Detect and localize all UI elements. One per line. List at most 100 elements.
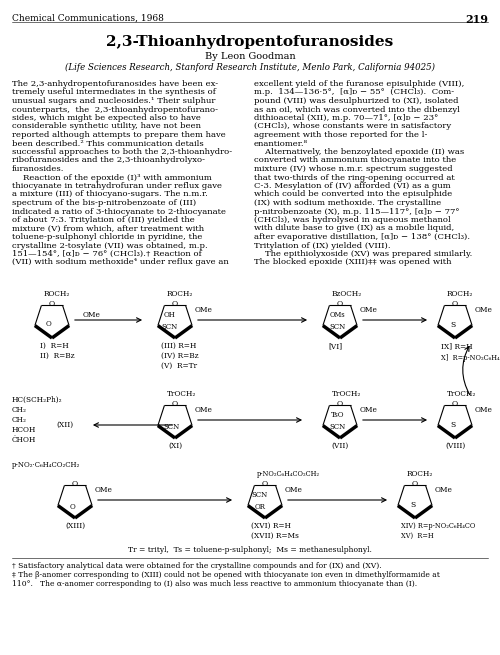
Text: CH₂: CH₂ <box>12 406 27 414</box>
Text: The 2,3-anhydropentofuranosides have been ex-: The 2,3-anhydropentofuranosides have bee… <box>12 80 218 88</box>
Text: O: O <box>337 300 343 308</box>
Text: converted with ammonium thiocyanate into the: converted with ammonium thiocyanate into… <box>254 157 456 164</box>
Text: tremely useful intermediates in the synthesis of: tremely useful intermediates in the synt… <box>12 88 216 96</box>
Text: of about 7:3. Tritylation of (III) yielded the: of about 7:3. Tritylation of (III) yield… <box>12 216 195 224</box>
Text: m.p.  134—136·5°,  [α]ᴅ − 55°  (CHCl₃).  Com-: m.p. 134—136·5°, [α]ᴅ − 55° (CHCl₃). Com… <box>254 88 454 96</box>
Text: O: O <box>172 300 178 308</box>
Text: with dilute base to give (IX) as a mobile liquid,: with dilute base to give (IX) as a mobil… <box>254 225 454 233</box>
Text: XV)  R=H: XV) R=H <box>401 532 434 540</box>
Text: O: O <box>412 480 418 488</box>
Text: OMe: OMe <box>95 486 113 494</box>
Text: OMs: OMs <box>329 311 345 319</box>
Text: The epithiolyxoside (XV) was prepared similarly.: The epithiolyxoside (XV) was prepared si… <box>254 250 472 258</box>
Text: 110°.   The α-anomer corresponding to (I) also was much less reactive to ammoniu: 110°. The α-anomer corresponding to (I) … <box>12 580 417 588</box>
Text: Chemical Communications, 1968: Chemical Communications, 1968 <box>12 14 164 23</box>
Text: Tritylation of (IX) yielded (VIII).: Tritylation of (IX) yielded (VIII). <box>254 242 390 250</box>
Text: (XVI) R=H: (XVI) R=H <box>251 522 291 530</box>
Text: as an oil, which was converted into the dibenzyl: as an oil, which was converted into the … <box>254 105 460 113</box>
Text: S: S <box>450 321 456 329</box>
Text: ROCH₂: ROCH₂ <box>447 290 473 298</box>
Text: unusual sugars and nucleosides.¹ Their sulphur: unusual sugars and nucleosides.¹ Their s… <box>12 97 216 105</box>
Text: OMe: OMe <box>360 306 378 314</box>
Text: OMe: OMe <box>435 486 453 494</box>
Text: after evaporative distillation, [α]ᴅ − 138° (CHCl₃).: after evaporative distillation, [α]ᴅ − 1… <box>254 233 470 241</box>
Text: (V)  R=Tr: (V) R=Tr <box>161 362 197 370</box>
Text: p-NO₂·C₆H₄CO₂CH₂: p-NO₂·C₆H₄CO₂CH₂ <box>12 461 80 469</box>
Text: OMe: OMe <box>360 406 378 414</box>
Text: ROCH₂: ROCH₂ <box>167 290 194 298</box>
Text: dithioacetal (XII), m.p. 70—71°, [α]ᴅ − 23°: dithioacetal (XII), m.p. 70—71°, [α]ᴅ − … <box>254 114 438 122</box>
Text: (XII): (XII) <box>56 421 74 429</box>
Text: TrOCH₂: TrOCH₂ <box>447 390 476 398</box>
Text: OMe: OMe <box>195 406 213 414</box>
Text: (XI): (XI) <box>168 442 182 450</box>
Text: O: O <box>49 300 55 308</box>
Text: spectrum of the bis-p-nitrobenzoate of (III): spectrum of the bis-p-nitrobenzoate of (… <box>12 199 196 207</box>
Text: agreement with those reported for the l-: agreement with those reported for the l- <box>254 131 428 139</box>
Text: successful approaches to both the 2,3-thioanhydro-: successful approaches to both the 2,3-th… <box>12 148 232 156</box>
Text: (Life Sciences Research, Stanford Research Institute, Menlo Park, California 940: (Life Sciences Research, Stanford Resear… <box>65 63 435 72</box>
Text: (CHCl₃), whose constants were in satisfactory: (CHCl₃), whose constants were in satisfa… <box>254 122 451 130</box>
Text: ĊHOH: ĊHOH <box>12 436 36 444</box>
Text: p-NO₂C₆H₄CO₂CH₂: p-NO₂C₆H₄CO₂CH₂ <box>257 470 320 478</box>
Text: furanosides.: furanosides. <box>12 165 64 173</box>
Text: SCN: SCN <box>329 323 345 331</box>
Text: O: O <box>46 320 52 328</box>
Text: By Leon Goodman: By Leon Goodman <box>204 52 296 61</box>
Text: OR: OR <box>254 503 266 511</box>
Text: 2,3-Thioanhydropentofuranosides: 2,3-Thioanhydropentofuranosides <box>106 35 394 49</box>
Text: excellent yield of the furanose episulphide (VIII),: excellent yield of the furanose episulph… <box>254 80 464 88</box>
Text: X]  R=p-NO₂C₆H₄CO: X] R=p-NO₂C₆H₄CO <box>441 354 500 362</box>
Text: XIV) R=p-NO₂C₆H₄CO: XIV) R=p-NO₂C₆H₄CO <box>401 522 475 530</box>
Text: HC(SCH₂Ph)₂: HC(SCH₂Ph)₂ <box>12 396 62 404</box>
Text: (III) R=H: (III) R=H <box>161 342 196 350</box>
Text: Tr = trityl,  Ts = toluene-p-sulphonyl;  Ms = methanesulphonyl.: Tr = trityl, Ts = toluene-p-sulphonyl; M… <box>128 546 372 554</box>
Text: OMe: OMe <box>195 306 213 314</box>
Text: ROCH₂: ROCH₂ <box>44 290 70 298</box>
Text: Alternatively, the benzoylated epoxide (II) was: Alternatively, the benzoylated epoxide (… <box>254 148 464 156</box>
Text: (CHCl₃), was hydrolysed in aqueous methanol: (CHCl₃), was hydrolysed in aqueous metha… <box>254 216 451 224</box>
Text: S: S <box>450 421 456 429</box>
Text: indicated a ratio of 3-thiocyanate to 2-thiocyanate: indicated a ratio of 3-thiocyanate to 2-… <box>12 208 226 215</box>
Text: ‡ The β-anomer corresponding to (XIII) could not be opened with thiocyanate ion : ‡ The β-anomer corresponding to (XIII) c… <box>12 571 440 579</box>
Text: (XVII) R=Ms: (XVII) R=Ms <box>251 532 299 540</box>
Text: counterparts,  the  2,3-thioanhydropentofurano-: counterparts, the 2,3-thioanhydropentofu… <box>12 105 218 113</box>
Text: HCOH: HCOH <box>12 426 36 434</box>
Text: Reaction of the epoxide (I)³ with ammonium: Reaction of the epoxide (I)³ with ammoni… <box>12 174 212 181</box>
Text: ribofuranosides and the 2,3-thioanhydrolyxo-: ribofuranosides and the 2,3-thioanhydrol… <box>12 157 205 164</box>
Text: a mixture (III) of thiocyano-sugars. The n.m.r.: a mixture (III) of thiocyano-sugars. The… <box>12 191 208 198</box>
Text: O: O <box>69 503 75 511</box>
Text: mixture (IV) whose n.m.r. spectrum suggested: mixture (IV) whose n.m.r. spectrum sugge… <box>254 165 452 173</box>
Text: pound (VIII) was desulphurized to (XI), isolated: pound (VIII) was desulphurized to (XI), … <box>254 97 458 105</box>
Text: ROCH₂: ROCH₂ <box>407 470 434 478</box>
Text: 219: 219 <box>465 14 488 25</box>
Text: reported although attempts to prepare them have: reported although attempts to prepare th… <box>12 131 226 139</box>
Text: CH₂: CH₂ <box>12 416 27 424</box>
Text: II)  R=Bz: II) R=Bz <box>40 352 74 360</box>
Text: SCN: SCN <box>164 423 180 431</box>
Text: IX] R=H: IX] R=H <box>441 342 472 350</box>
Text: TsO: TsO <box>331 411 345 419</box>
Text: (VII) with sodium methoxide⁴ under reflux gave an: (VII) with sodium methoxide⁴ under reflu… <box>12 259 229 267</box>
Text: (VIII): (VIII) <box>445 442 465 450</box>
Text: which could be converted into the episulphide: which could be converted into the episul… <box>254 191 452 198</box>
Text: SCN: SCN <box>162 323 178 331</box>
Text: O: O <box>72 480 78 488</box>
Text: (VII): (VII) <box>332 442 348 450</box>
Text: thiocyanate in tetrahydrofuran under reflux gave: thiocyanate in tetrahydrofuran under ref… <box>12 182 222 190</box>
Text: mixture (V) from which, after treatment with: mixture (V) from which, after treatment … <box>12 225 204 233</box>
Text: enantiomer.⁸: enantiomer.⁸ <box>254 140 308 147</box>
Text: TrOCH₂: TrOCH₂ <box>332 390 362 398</box>
Text: OMe: OMe <box>83 311 101 319</box>
Text: O: O <box>337 400 343 408</box>
Text: O: O <box>262 480 268 488</box>
Text: crystalline 2-tosylate (VII) was obtained, m.p.: crystalline 2-tosylate (VII) was obtaine… <box>12 242 208 250</box>
Text: BzOCH₂: BzOCH₂ <box>332 290 362 298</box>
Text: been described.² This communication details: been described.² This communication deta… <box>12 140 204 147</box>
Text: considerable synthetic utility, have not been: considerable synthetic utility, have not… <box>12 122 201 130</box>
Text: sides, which might be expected also to have: sides, which might be expected also to h… <box>12 114 201 122</box>
Text: [VI]: [VI] <box>328 342 342 350</box>
Text: OMe: OMe <box>475 306 493 314</box>
Text: The blocked epoxide (XIII)‡‡ was opened with: The blocked epoxide (XIII)‡‡ was opened … <box>254 259 452 267</box>
Text: TrOCH₂: TrOCH₂ <box>167 390 196 398</box>
